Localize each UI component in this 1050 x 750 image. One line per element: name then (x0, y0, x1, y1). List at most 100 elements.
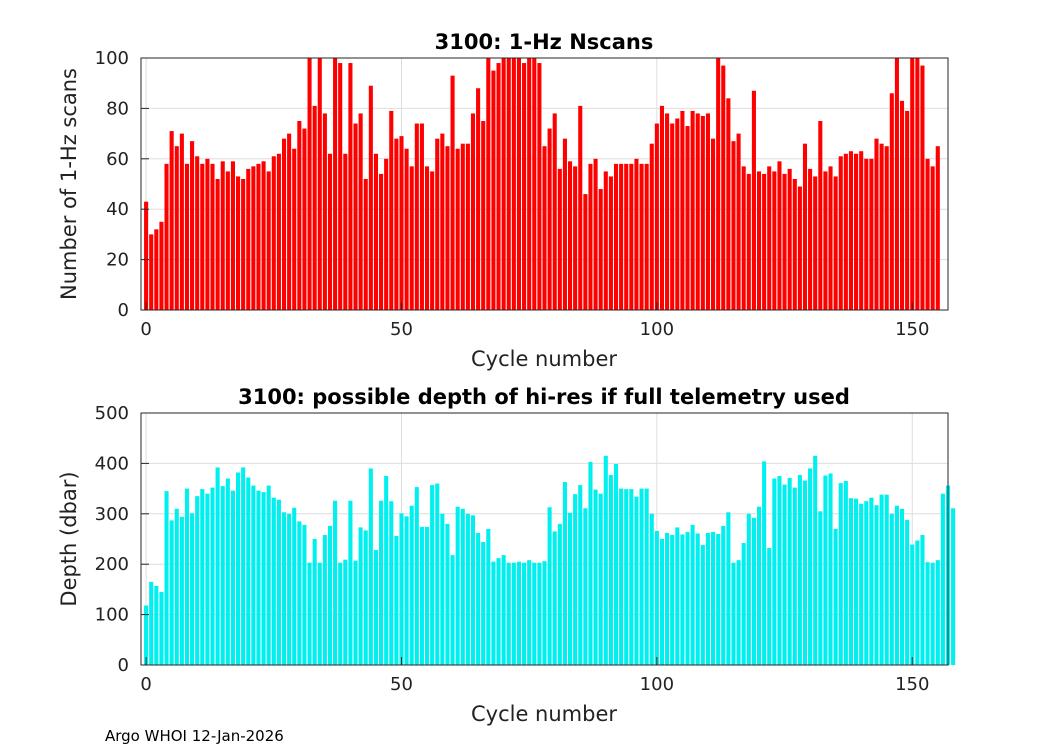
nscans-bar-108 (695, 113, 700, 310)
nscans-bar-129 (802, 143, 808, 310)
depth-bar-28 (287, 513, 292, 665)
nscans-bar-124 (777, 161, 782, 310)
depth-bar-134 (828, 473, 833, 665)
depth-bar-63 (465, 513, 470, 665)
nscans-bar-44 (368, 85, 373, 310)
nscans-bar-135 (833, 176, 838, 310)
nscans-bar-100 (654, 123, 659, 311)
nscans-bar-9 (190, 141, 195, 310)
nscans-bar-37 (333, 58, 338, 310)
depth-bar-12 (205, 493, 210, 665)
nscans-bar-39 (343, 153, 348, 310)
footer-credit: Argo WHOI 12-Jan-2026 (105, 727, 284, 745)
nscans-bar-122 (767, 166, 772, 310)
nscans-bar-42 (358, 113, 363, 310)
depth-bar-140 (859, 503, 864, 665)
nscans-xtick-label-1: 50 (390, 319, 413, 340)
depth-bar-83 (567, 512, 573, 665)
depth-bar-158 (951, 508, 956, 665)
depth-bar-14 (215, 467, 220, 665)
nscans-bar-60 (450, 75, 455, 310)
nscans-bar-70 (501, 58, 506, 310)
depth-bar-29 (292, 507, 297, 665)
nscans-bar-29 (292, 148, 297, 310)
nscans-bar-5 (169, 131, 174, 310)
depth-bar-122 (767, 548, 772, 665)
depth-bar-104 (675, 527, 680, 665)
depth-bar-109 (700, 545, 705, 665)
depth-bar-117 (741, 543, 746, 665)
nscans-bar-151 (915, 58, 920, 310)
nscans-bar-57 (435, 138, 440, 310)
depth-bar-36 (327, 525, 333, 665)
nscans-bar-33 (312, 105, 317, 310)
nscans-bar-143 (874, 138, 879, 310)
nscans-bar-117 (741, 166, 746, 310)
depth-bar-151 (915, 540, 920, 665)
nscans-bar-136 (838, 156, 843, 310)
nscans-bar-45 (373, 153, 378, 310)
depth-bar-56 (430, 485, 435, 665)
depth-bar-58 (440, 513, 445, 665)
depth-title: 3100: possible depth of hi-res if full t… (238, 385, 850, 409)
nscans-bar-69 (496, 63, 501, 310)
nscans-bar-19 (241, 178, 246, 310)
depth-bar-132 (818, 511, 823, 665)
depth-ytick-label-1: 100 (95, 605, 129, 626)
nscans-bar-125 (782, 173, 787, 310)
nscans-bar-113 (721, 65, 726, 310)
nscans-bar-123 (772, 171, 777, 310)
depth-bar-153 (925, 562, 930, 665)
depth-panel: 0 50 100 150 0 100 200 300 400 500 3100: possible… (57, 385, 956, 726)
depth-bar-2 (154, 585, 159, 665)
depth-bar-115 (731, 562, 736, 665)
nscans-bar-31 (302, 128, 307, 310)
depth-bar-66 (481, 542, 486, 665)
nscans-bar-126 (787, 168, 792, 310)
depth-bar-26 (276, 499, 281, 665)
depth-bar-77 (537, 562, 542, 665)
depth-bar-105 (680, 534, 685, 665)
depth-bar-84 (573, 494, 578, 665)
nscans-bar-49 (394, 138, 399, 310)
nscans-bar-148 (899, 100, 905, 310)
depth-bar-37 (333, 500, 338, 665)
depth-bar-124 (777, 476, 782, 665)
nscans-bar-90 (603, 171, 608, 310)
nscans-ylabel: Number of 1-Hz scans (57, 68, 81, 300)
depth-bar-116 (736, 560, 741, 665)
nscans-axes-box (140, 57, 949, 311)
nscans-bar-106 (685, 126, 690, 310)
depth-bar-131 (813, 455, 818, 665)
depth-bar-126 (787, 478, 792, 665)
nscans-bar-23 (261, 161, 266, 310)
nscans-bar-111 (711, 138, 716, 310)
depth-bar-47 (384, 476, 389, 665)
depth-bar-102 (665, 532, 670, 665)
depth-bar-43 (363, 530, 368, 665)
depth-xtick-label-2: 100 (640, 674, 674, 695)
depth-bar-138 (848, 498, 853, 665)
depth-ticks: 0 50 100 150 0 100 200 300 400 500 (95, 403, 930, 695)
depth-bar-112 (716, 533, 721, 665)
nscans-bar-27 (281, 138, 287, 310)
depth-bar-23 (261, 492, 266, 665)
depth-bar-95 (629, 489, 634, 665)
depth-bar-55 (424, 526, 430, 665)
nscans-bar-32 (307, 58, 312, 310)
nscans-bar-67 (486, 58, 491, 310)
nscans-bar-53 (414, 123, 419, 311)
depth-bar-65 (476, 532, 481, 665)
nscans-bar-132 (818, 121, 823, 310)
depth-bar-118 (746, 513, 751, 665)
depth-bar-89 (598, 493, 603, 665)
nscans-bar-58 (440, 133, 445, 310)
nscans-bar-137 (843, 153, 848, 310)
nscans-bar-79 (547, 128, 552, 310)
depth-bar-130 (808, 468, 813, 665)
depth-bar-25 (271, 497, 276, 665)
depth-bar-143 (874, 505, 879, 665)
nscans-bar-138 (848, 151, 853, 310)
